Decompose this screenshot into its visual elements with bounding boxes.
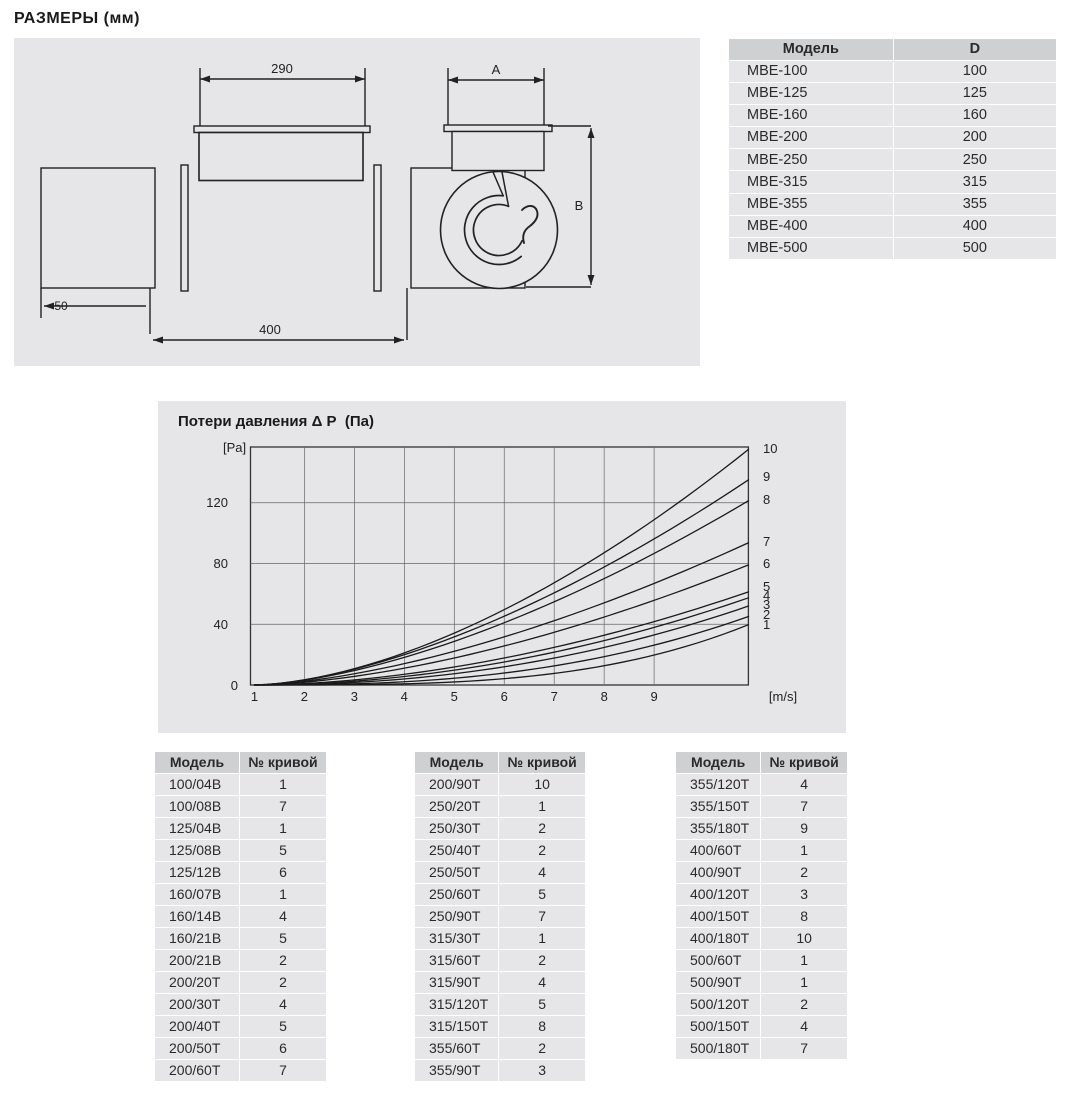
svg-text:7: 7 bbox=[551, 689, 558, 704]
svg-text:5: 5 bbox=[763, 579, 770, 594]
svg-text:[m/s]: [m/s] bbox=[769, 689, 797, 704]
svg-text:[Pa]: [Pa] bbox=[223, 440, 246, 455]
svg-text:3: 3 bbox=[351, 689, 358, 704]
svg-text:A: A bbox=[492, 62, 501, 77]
svg-text:50: 50 bbox=[54, 299, 68, 313]
svg-text:8: 8 bbox=[763, 492, 770, 507]
svg-text:7: 7 bbox=[763, 534, 770, 549]
svg-text:4: 4 bbox=[401, 689, 408, 704]
svg-text:9: 9 bbox=[763, 469, 770, 484]
svg-text:1: 1 bbox=[251, 689, 258, 704]
svg-text:120: 120 bbox=[206, 495, 228, 510]
svg-text:290: 290 bbox=[271, 61, 293, 76]
svg-text:9: 9 bbox=[650, 689, 657, 704]
svg-text:80: 80 bbox=[214, 556, 228, 571]
svg-text:8: 8 bbox=[601, 689, 608, 704]
svg-text:5: 5 bbox=[451, 689, 458, 704]
svg-text:6: 6 bbox=[763, 556, 770, 571]
svg-text:40: 40 bbox=[214, 617, 228, 632]
svg-text:B: B bbox=[575, 198, 584, 213]
svg-text:10: 10 bbox=[763, 441, 777, 456]
svg-text:400: 400 bbox=[259, 322, 281, 337]
svg-text:0: 0 bbox=[231, 678, 238, 693]
svg-text:2: 2 bbox=[301, 689, 308, 704]
svg-text:6: 6 bbox=[501, 689, 508, 704]
